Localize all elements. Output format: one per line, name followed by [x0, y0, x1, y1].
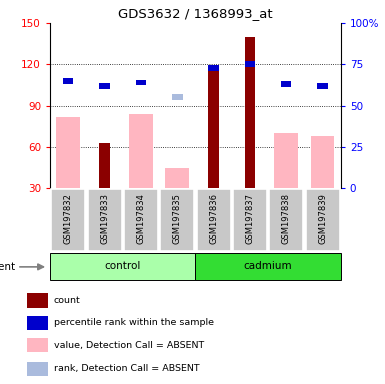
Bar	[245, 37, 255, 188]
Bar	[166, 167, 189, 188]
Text: GSM197837: GSM197837	[245, 193, 254, 244]
Bar	[269, 189, 303, 251]
Text: GSM197836: GSM197836	[209, 193, 218, 244]
Bar	[124, 189, 158, 251]
Bar	[318, 83, 328, 89]
Text: GSM197835: GSM197835	[173, 193, 182, 244]
Bar	[281, 81, 291, 87]
Text: value, Detection Call = ABSENT: value, Detection Call = ABSENT	[54, 341, 204, 350]
Bar	[208, 71, 219, 188]
Text: GSM197834: GSM197834	[136, 193, 146, 244]
Text: GSM197833: GSM197833	[100, 193, 109, 244]
Bar	[63, 78, 73, 84]
Bar	[57, 117, 80, 188]
Bar	[27, 338, 48, 353]
Bar	[51, 189, 85, 251]
Bar	[233, 189, 267, 251]
Text: cadmium: cadmium	[244, 261, 292, 271]
Bar	[27, 362, 48, 376]
Bar	[196, 253, 341, 280]
Text: rank, Detection Call = ABSENT: rank, Detection Call = ABSENT	[54, 364, 199, 373]
Bar	[160, 189, 194, 251]
Text: GSM197839: GSM197839	[318, 193, 327, 244]
Bar	[208, 65, 219, 71]
Bar	[136, 79, 146, 85]
Text: control: control	[105, 261, 141, 271]
Text: GSM197832: GSM197832	[64, 193, 73, 244]
Bar	[197, 189, 231, 251]
Bar	[306, 189, 340, 251]
Title: GDS3632 / 1368993_at: GDS3632 / 1368993_at	[118, 7, 273, 20]
Bar	[27, 293, 48, 308]
Bar	[275, 133, 298, 188]
Bar	[99, 143, 110, 188]
Bar	[245, 61, 255, 67]
Bar	[27, 316, 48, 330]
Bar	[311, 136, 334, 188]
Bar	[172, 94, 182, 100]
Text: GSM197838: GSM197838	[282, 193, 291, 244]
Bar	[129, 114, 153, 188]
Text: count: count	[54, 296, 80, 305]
Bar	[50, 253, 196, 280]
Bar	[87, 189, 122, 251]
Text: percentile rank within the sample: percentile rank within the sample	[54, 318, 214, 328]
Text: agent: agent	[0, 262, 15, 272]
Bar	[99, 83, 110, 89]
